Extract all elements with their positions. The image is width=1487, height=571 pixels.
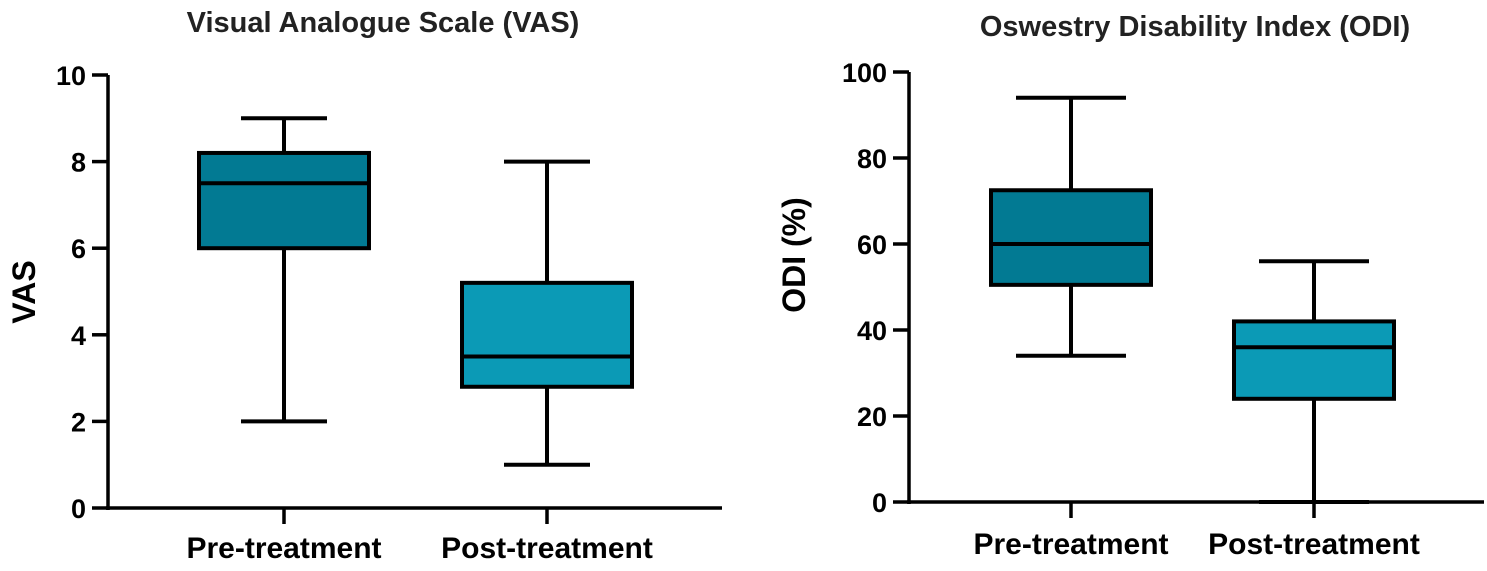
- vas-boxes: [197, 116, 634, 467]
- vas-panel: Visual Analogue Scale (VAS) VAS 0246810 …: [6, 7, 722, 565]
- odi-panel: Oswestry Disability Index (ODI) ODI (%) …: [776, 11, 1484, 561]
- vas-category-label: Post-treatment: [441, 532, 653, 565]
- odi-y-ticks: 0 20 40 60 80 100: [842, 58, 909, 518]
- vas-y-tick-label: 10: [56, 61, 86, 91]
- iqr-box: [989, 188, 1153, 287]
- vas-category-label: Pre-treatment: [186, 532, 381, 565]
- vas-y-tick-label: 0: [71, 494, 86, 524]
- vas-box-post: [460, 159, 634, 467]
- odi-y-tick-label: 80: [857, 144, 887, 174]
- odi-y-axis-label: ODI (%): [776, 197, 812, 313]
- vas-y-tick-label: 2: [71, 407, 86, 437]
- odi-chart-title: Oswestry Disability Index (ODI): [980, 11, 1410, 43]
- iqr-box: [1232, 319, 1396, 401]
- vas-y-tick-label: 6: [71, 234, 86, 264]
- vas-y-ticks: 0 2 4 6 8 10: [56, 61, 108, 524]
- odi-y-tick-label: 40: [857, 316, 887, 346]
- vas-y-tick-label: 8: [71, 148, 86, 178]
- odi-box-post: [1232, 259, 1396, 504]
- odi-y-tick-label: 60: [857, 230, 887, 260]
- vas-y-axis-label: VAS: [6, 260, 42, 323]
- odi-y-tick-label: 0: [872, 488, 887, 518]
- vas-x-ticks: Pre-treatment Post-treatment: [186, 508, 653, 565]
- odi-category-label: Pre-treatment: [973, 528, 1168, 561]
- vas-chart-title: Visual Analogue Scale (VAS): [187, 7, 580, 39]
- vas-box-pre: [197, 116, 371, 424]
- odi-y-tick-label: 100: [842, 58, 887, 88]
- iqr-box: [197, 150, 371, 251]
- odi-x-ticks: Pre-treatment Post-treatment: [973, 502, 1420, 561]
- odi-category-label: Post-treatment: [1208, 528, 1420, 561]
- odi-y-tick-label: 20: [857, 402, 887, 432]
- odi-boxes: [989, 95, 1396, 504]
- odi-box-pre: [989, 95, 1153, 358]
- iqr-box: [460, 280, 634, 389]
- vas-y-tick-label: 4: [71, 321, 86, 351]
